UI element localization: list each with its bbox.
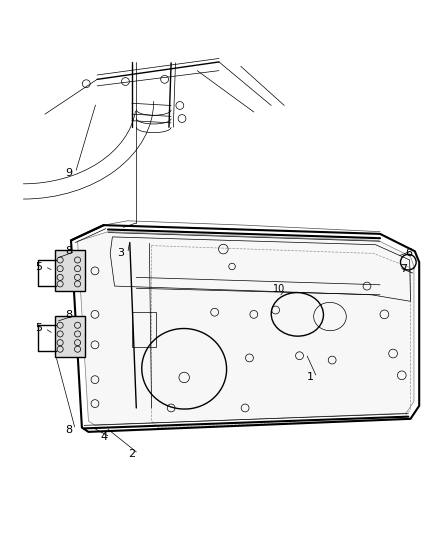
Text: 9: 9 (65, 168, 72, 178)
Text: 5: 5 (35, 262, 42, 271)
Text: 7: 7 (400, 264, 407, 273)
Text: 10: 10 (273, 284, 285, 294)
Text: 2: 2 (128, 449, 135, 458)
Text: 4: 4 (100, 432, 107, 442)
Text: 8: 8 (65, 310, 72, 320)
Text: 5: 5 (35, 324, 42, 333)
Text: 8: 8 (65, 425, 72, 435)
Text: 3: 3 (117, 248, 124, 259)
Text: 8: 8 (65, 246, 72, 256)
FancyBboxPatch shape (55, 316, 85, 357)
Text: 6: 6 (405, 248, 412, 259)
FancyBboxPatch shape (55, 251, 85, 292)
Text: 1: 1 (307, 373, 314, 383)
Polygon shape (78, 232, 414, 425)
